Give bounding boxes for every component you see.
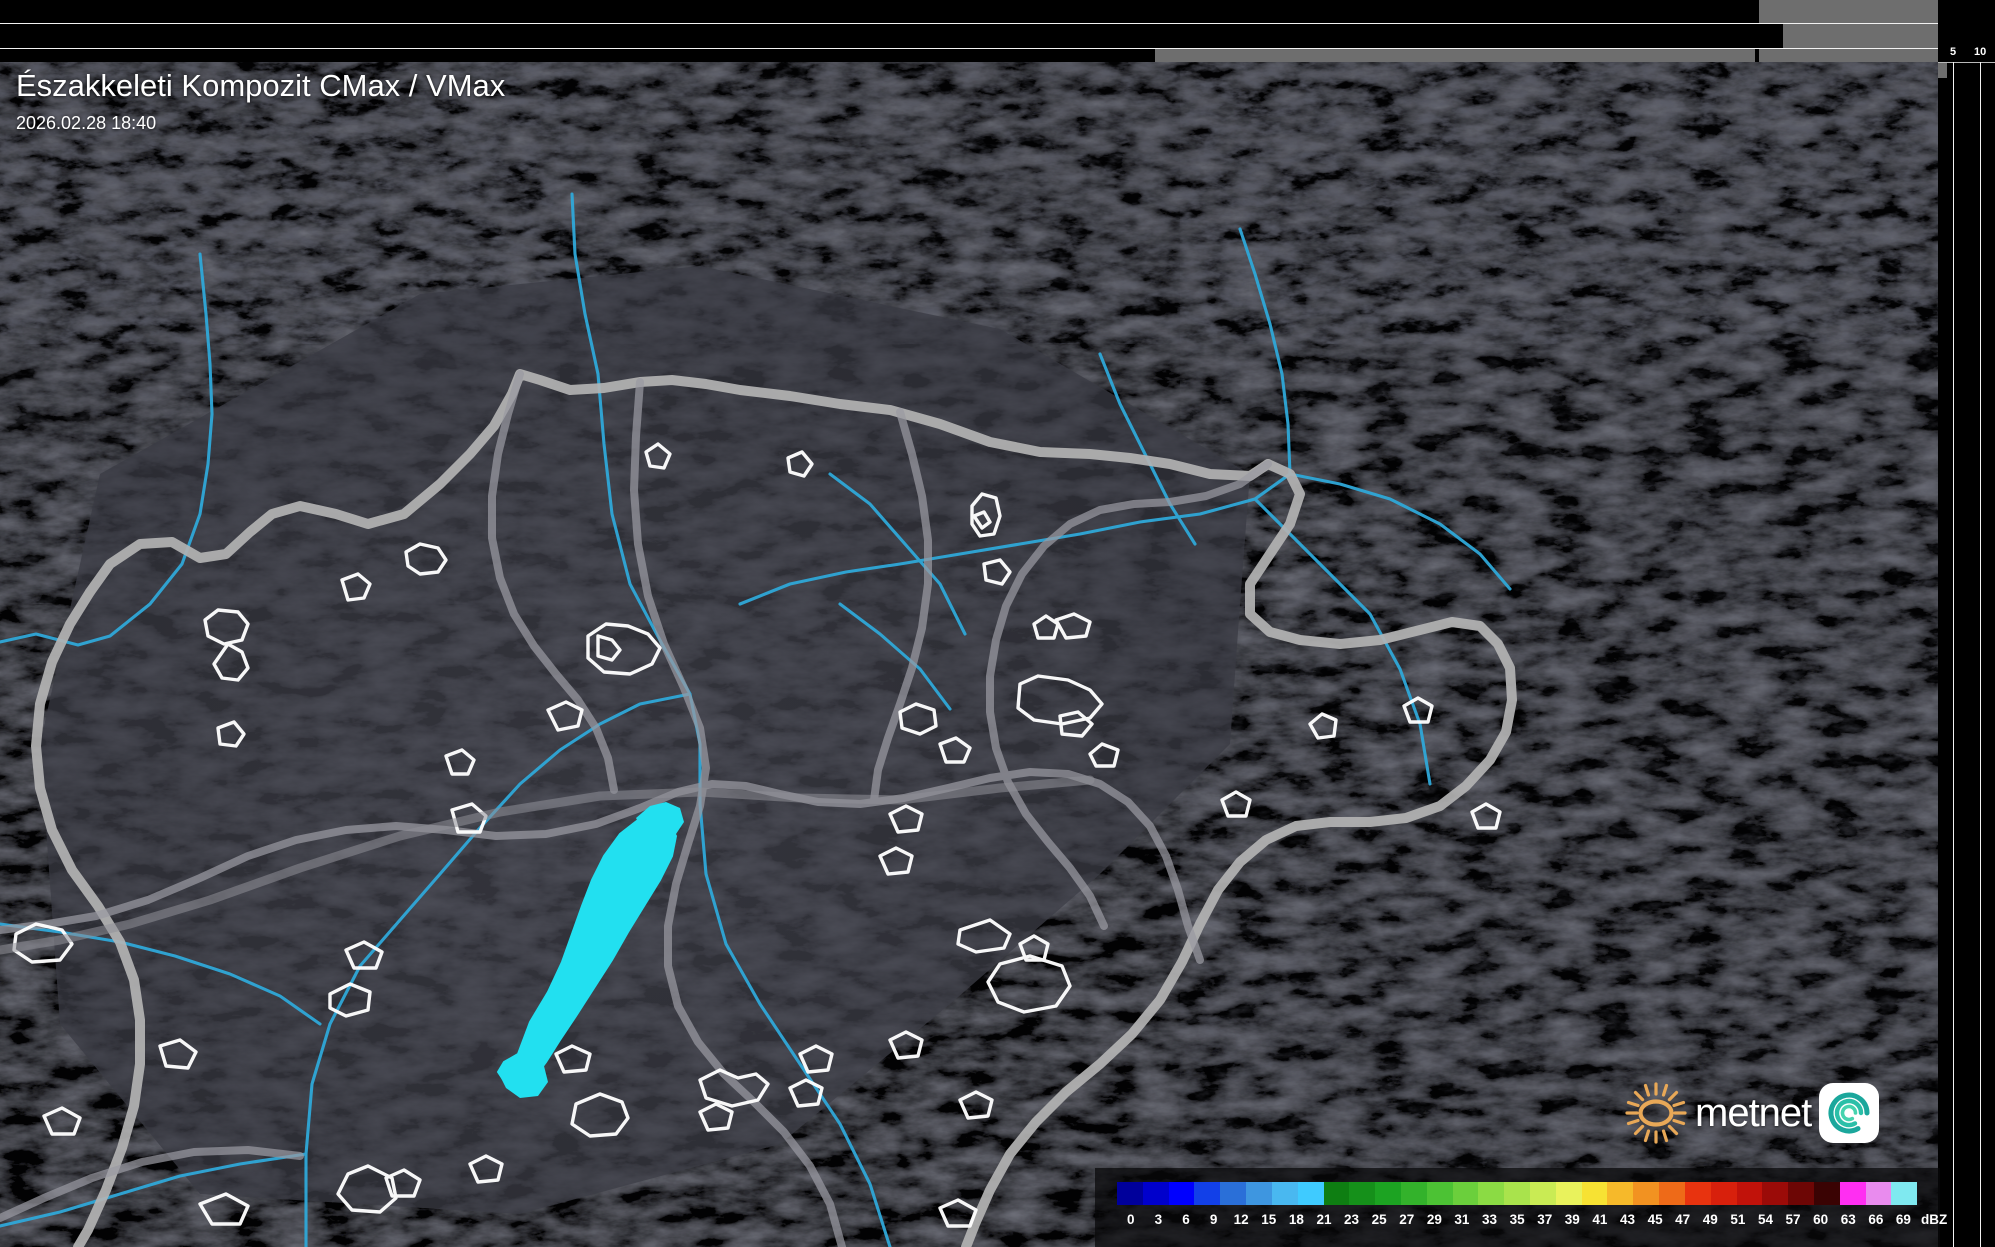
top-gridline-10 [0, 23, 1995, 24]
dbz-tick-label: 45 [1647, 1212, 1663, 1227]
timestamp-label: 2026.02.28 18:40 [16, 112, 157, 133]
dbz-tick-label: 63 [1840, 1212, 1856, 1227]
dbz-tick-label: 43 [1619, 1212, 1635, 1227]
top-bar-segment [1155, 49, 1755, 62]
dbz-swatch [1323, 1182, 1350, 1205]
dbz-tick-label: 69 [1895, 1212, 1911, 1227]
dbz-swatch [1142, 1182, 1169, 1205]
dbz-tick-label: 66 [1868, 1212, 1884, 1227]
dbz-tick-label: 37 [1537, 1212, 1553, 1227]
dbz-swatch [1607, 1182, 1634, 1205]
country-border [31, 369, 1517, 1247]
dbz-swatch [1297, 1182, 1324, 1205]
dbz-swatch [1168, 1182, 1195, 1205]
dbz-tick-label: 18 [1288, 1212, 1304, 1227]
dbz-swatch [1271, 1182, 1298, 1205]
dbz-swatch [1581, 1182, 1608, 1205]
metnet-logo[interactable]: metnet [1625, 1082, 1880, 1144]
dbz-colorbar-ticks: 0 3 6 9 12 15 18 21 23 25 27 29 31 33 35 37 39 41 43 45 47 49… [1117, 1209, 1917, 1231]
dbz-tick-label: 49 [1702, 1212, 1718, 1227]
logo-wordmark: metnet [1695, 1090, 1812, 1135]
dbz-tick-label: 51 [1730, 1212, 1746, 1227]
top-bar-segment [1759, 0, 1995, 23]
dbz-tick-label: 25 [1371, 1212, 1387, 1227]
dbz-swatch [1555, 1182, 1582, 1205]
dbz-swatch [1504, 1182, 1530, 1205]
dbz-swatch [1813, 1182, 1840, 1205]
dbz-tick-label: 6 [1182, 1212, 1190, 1227]
lake-balaton-ne-lobe [636, 802, 684, 838]
dbz-swatch [1762, 1182, 1789, 1205]
dbz-swatch [1426, 1182, 1453, 1205]
dbz-tick-label: 15 [1261, 1212, 1277, 1227]
page-title: Északkeleti Kompozit CMax / VMax [16, 68, 506, 103]
dbz-tick-label: 27 [1399, 1212, 1415, 1227]
dbz-tick-label: 0 [1127, 1212, 1135, 1227]
dbz-tick-label: 29 [1426, 1212, 1442, 1227]
dbz-swatch [1349, 1182, 1376, 1205]
dbz-swatch [1891, 1182, 1918, 1205]
dbz-swatch [1710, 1182, 1737, 1205]
dbz-swatch [1117, 1182, 1143, 1205]
sun-icon [1625, 1082, 1687, 1144]
radar-map-canvas[interactable] [0, 44, 1938, 1247]
lake-balaton-west-lobe [498, 1056, 548, 1098]
top-bar-segment [1759, 49, 1995, 62]
dbz-swatch [1478, 1182, 1505, 1205]
right-chart-overlay[interactable]: 5 10 [1938, 0, 1995, 1247]
top-gridline-5 [0, 48, 1995, 49]
county-borders [0, 370, 1272, 1247]
dbz-swatch [1684, 1182, 1711, 1205]
right-xtick-5: 5 [1950, 46, 1957, 58]
dbz-swatch [1839, 1182, 1866, 1205]
dbz-swatch [1400, 1182, 1427, 1205]
dbz-tick-label: 21 [1316, 1212, 1332, 1227]
dbz-swatch [1194, 1182, 1221, 1205]
lowland-basin [40, 266, 1250, 1214]
right-bar-stub [1938, 63, 1947, 78]
dbz-tick-label: 57 [1785, 1212, 1801, 1227]
dbz-tick-label: 39 [1564, 1212, 1580, 1227]
dbz-swatch [1375, 1182, 1401, 1205]
dbz-tick-label: 41 [1592, 1212, 1608, 1227]
dbz-tick-label: 35 [1509, 1212, 1525, 1227]
dbz-tick-label: 33 [1482, 1212, 1498, 1227]
dbz-swatch [1220, 1182, 1247, 1205]
right-axis-line [1938, 62, 1995, 63]
major-roads [0, 775, 1095, 955]
right-gridline-5 [1953, 62, 1954, 1247]
map-vector-layer [0, 44, 1938, 1247]
dbz-swatch [1736, 1182, 1763, 1205]
dbz-tick-label: 9 [1209, 1212, 1218, 1227]
dbz-swatch [1633, 1182, 1660, 1205]
dbz-swatch [1659, 1182, 1685, 1205]
dbz-swatch [1788, 1182, 1814, 1205]
dbz-unit-label: dBZ [1921, 1212, 1948, 1227]
map-title-block: Északkeleti Kompozit CMax / VMax 2026.02… [16, 68, 505, 134]
dbz-tick-label: 31 [1454, 1212, 1470, 1227]
dbz-tick-label: 60 [1813, 1212, 1829, 1227]
right-gridline-10 [1980, 62, 1981, 1247]
dbz-swatch [1246, 1182, 1272, 1205]
dbz-tick-label: 23 [1344, 1212, 1360, 1227]
dbz-swatch [1865, 1182, 1892, 1205]
dbz-tick-label: 3 [1154, 1212, 1163, 1227]
small-water-bodies [12, 442, 1502, 1228]
dbz-tick-label: 54 [1757, 1212, 1773, 1227]
dbz-colorbar-swatches [1117, 1182, 1918, 1205]
spiral-badge-icon [1819, 1083, 1880, 1143]
top-chart-overlay[interactable]: 10 5 [0, 0, 1995, 62]
dbz-tick-label: 47 [1675, 1212, 1691, 1227]
right-xtick-10: 10 [1974, 46, 1987, 58]
dbz-colorbar: 0 3 6 9 12 15 18 21 23 25 27 29 31 33 35 37 39 41 43 45 47 49… [1095, 1168, 1947, 1247]
dbz-tick-label: 12 [1233, 1212, 1249, 1227]
dbz-swatch [1530, 1182, 1556, 1205]
river-network [0, 192, 1512, 1247]
dbz-swatch [1452, 1182, 1479, 1205]
